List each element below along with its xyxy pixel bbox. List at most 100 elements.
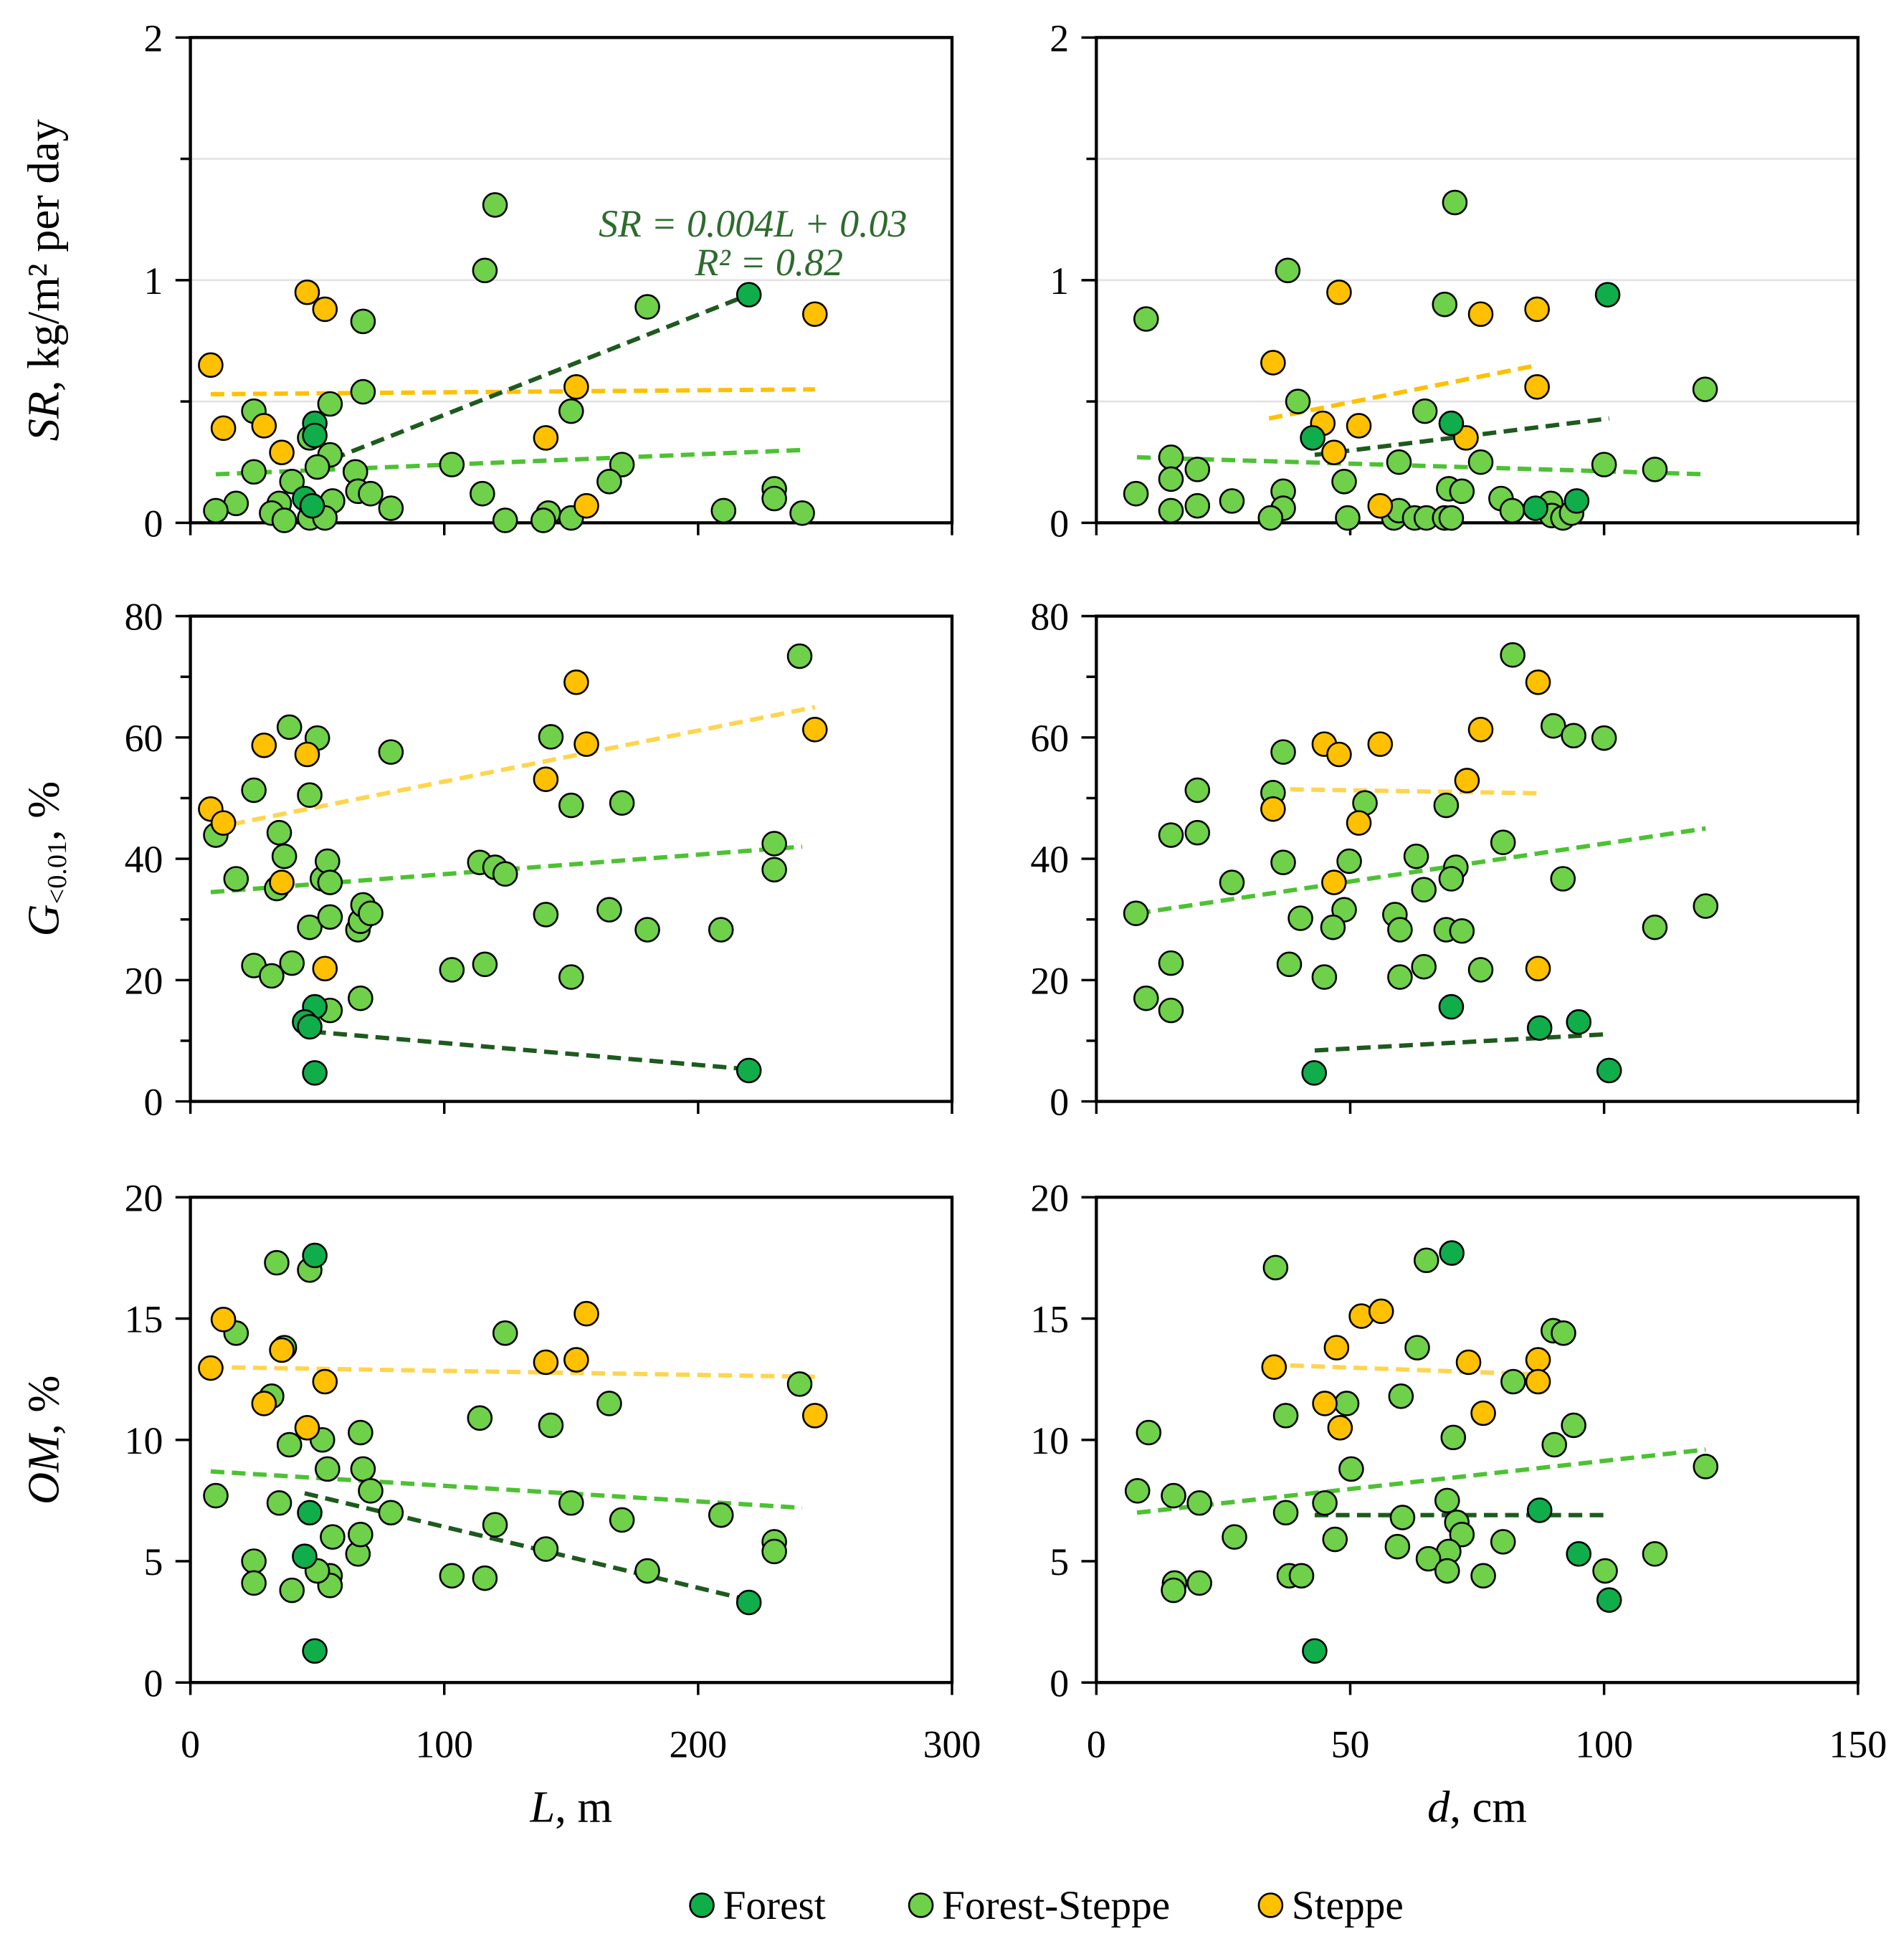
point-steppe	[210, 1307, 237, 1333]
y-tick-label: 20	[1030, 959, 1069, 1002]
point-forest-steppe	[203, 1482, 229, 1509]
point-forest-steppe	[1275, 257, 1301, 284]
point-forest-steppe	[1499, 497, 1525, 524]
trendline-forest	[1314, 1031, 1609, 1053]
point-forest-steppe	[320, 1524, 346, 1550]
point-forest-steppe	[279, 1577, 305, 1603]
point-steppe	[198, 1355, 224, 1381]
point-forest-steppe	[1331, 469, 1357, 495]
point-forest-steppe	[1438, 866, 1465, 892]
point-forest-steppe	[1440, 1424, 1467, 1451]
trendline-forest-steppe	[1136, 1447, 1706, 1515]
point-forest-steppe	[1333, 1391, 1360, 1416]
point-forest-steppe	[1158, 444, 1184, 470]
point-steppe	[1261, 1354, 1287, 1380]
point-steppe	[563, 669, 589, 695]
trendline-steppe	[1269, 786, 1538, 796]
point-steppe	[1525, 1347, 1551, 1373]
y-axis-unit: , %	[19, 1376, 69, 1435]
point-forest-steppe	[472, 951, 498, 978]
point-forest-steppe	[558, 398, 584, 424]
point-forest-steppe	[241, 459, 267, 485]
y-tick-label: 20	[125, 959, 163, 1002]
point-forest-steppe	[1158, 997, 1184, 1024]
point-forest-steppe	[439, 1563, 465, 1589]
point-steppe	[1326, 741, 1352, 768]
point-forest-steppe	[348, 1419, 373, 1446]
point-steppe	[1367, 731, 1394, 757]
point-steppe	[1454, 768, 1480, 794]
point-forest-steppe	[596, 1391, 622, 1416]
x-tick-label: 100	[415, 1722, 473, 1765]
point-forest-steppe	[1438, 505, 1465, 531]
point-steppe	[251, 1391, 277, 1416]
point-forest-steppe	[609, 790, 635, 816]
point-steppe	[1312, 1391, 1338, 1416]
point-forest-steppe	[378, 739, 404, 765]
point-steppe	[294, 279, 320, 305]
x-axis-variable: L	[529, 1782, 555, 1832]
point-forest-steppe	[533, 902, 559, 928]
point-forest-steppe	[1470, 1563, 1496, 1589]
point-forest-steppe	[1642, 457, 1668, 482]
point-forest-steppe	[1222, 1524, 1247, 1550]
point-steppe	[1260, 796, 1286, 822]
trendline-steppe	[210, 705, 816, 831]
trendline-forest-steppe	[1136, 454, 1706, 477]
point-forest-steppe	[241, 777, 267, 804]
y-tick-label: 60	[1030, 717, 1069, 760]
point-steppe	[312, 956, 338, 982]
point-forest-steppe	[241, 1548, 267, 1574]
point-forest	[1566, 1541, 1592, 1567]
point-forest-steppe	[1693, 893, 1719, 919]
trendline-steppe	[210, 387, 815, 396]
point-forest-steppe	[1262, 1254, 1289, 1281]
trendline-forest	[304, 1491, 750, 1603]
panel-6: 0 5 10 15 20 0 50 100 150 d, cm	[1030, 1176, 1887, 1831]
point-forest-steppe	[348, 1521, 373, 1548]
legend-marker-steppe	[1257, 1892, 1284, 1918]
point-forest-steppe	[348, 985, 373, 1011]
y-tick-label: 0	[144, 1662, 163, 1705]
y-tick-label: 0	[1049, 502, 1069, 545]
point-forest	[302, 1059, 328, 1086]
point-forest-steppe	[1184, 777, 1211, 804]
point-forest-steppe	[271, 843, 298, 869]
point-forest-steppe	[1500, 1368, 1526, 1395]
point-steppe	[1470, 1400, 1496, 1426]
y-axis-label: OM, %	[19, 1376, 69, 1505]
point-forest-steppe	[1219, 488, 1245, 514]
point-forest-steppe	[1257, 505, 1284, 531]
regression-equation: SR = 0.004L + 0.03	[599, 202, 907, 245]
point-forest-steppe	[241, 1570, 267, 1596]
point-forest	[292, 1543, 318, 1570]
point-forest-steppe	[1161, 1482, 1186, 1509]
point-forest-steppe	[1693, 1454, 1719, 1479]
point-forest-steppe	[358, 480, 384, 507]
y-tick-label: 5	[1049, 1540, 1069, 1583]
point-forest-steppe	[789, 500, 815, 526]
x-tick-label: 100	[1575, 1722, 1633, 1765]
point-forest-steppe	[1551, 1320, 1576, 1346]
point-forest	[1594, 282, 1621, 308]
point-steppe	[1326, 279, 1352, 305]
point-forest-steppe	[1184, 457, 1211, 482]
point-forest-steppe	[297, 914, 323, 940]
point-forest	[302, 1638, 328, 1664]
point-steppe	[573, 492, 599, 519]
trendline-forest	[312, 1029, 749, 1072]
x-axis-unit: , m	[555, 1782, 612, 1832]
point-forest-steppe	[1500, 642, 1525, 668]
point-forest	[736, 1589, 762, 1616]
x-axis-label: L, m	[529, 1782, 612, 1832]
point-forest-steppe	[482, 192, 508, 218]
point-steppe	[269, 439, 295, 465]
point-steppe	[1327, 1415, 1353, 1441]
point-forest-steppe	[1285, 389, 1311, 414]
legend-label-forest: Forest	[723, 1883, 826, 1928]
panel-4: 0 20 40 60 80	[1030, 596, 1860, 1124]
point-forest-steppe	[1184, 492, 1211, 519]
point-steppe	[251, 733, 277, 758]
point-forest-steppe	[1386, 449, 1412, 475]
